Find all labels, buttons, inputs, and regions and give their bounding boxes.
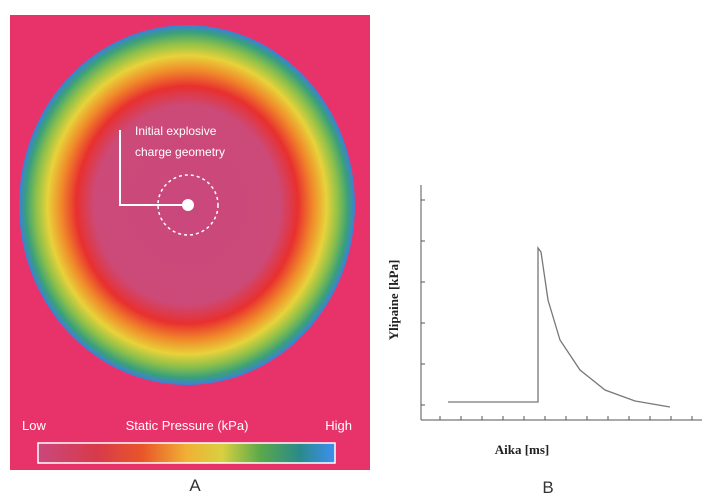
pressure-curve bbox=[448, 246, 671, 408]
panel-b: Ylipaine [kPa] Aika [ms] B bbox=[386, 185, 702, 497]
caption: A bbox=[189, 476, 201, 495]
annotation: charge geometry bbox=[135, 145, 225, 159]
ticks bbox=[421, 199, 693, 420]
x-axis-label: Aika [ms] bbox=[495, 442, 550, 457]
colorbar bbox=[37, 442, 336, 464]
charge-point bbox=[182, 199, 194, 211]
annotation: Initial explosive bbox=[135, 124, 217, 138]
annotation-leader bbox=[119, 130, 182, 206]
colorbar-title: Static Pressure (kPa) bbox=[126, 418, 249, 433]
panel-a: Initial explosive charge geometry Low St… bbox=[10, 15, 370, 495]
y-axis-label: Ylipaine [kPa] bbox=[386, 260, 401, 341]
colorbar-high: High bbox=[325, 418, 352, 433]
colorbar-low: Low bbox=[22, 418, 46, 433]
charge-outline bbox=[157, 174, 219, 236]
caption: B bbox=[542, 478, 553, 497]
